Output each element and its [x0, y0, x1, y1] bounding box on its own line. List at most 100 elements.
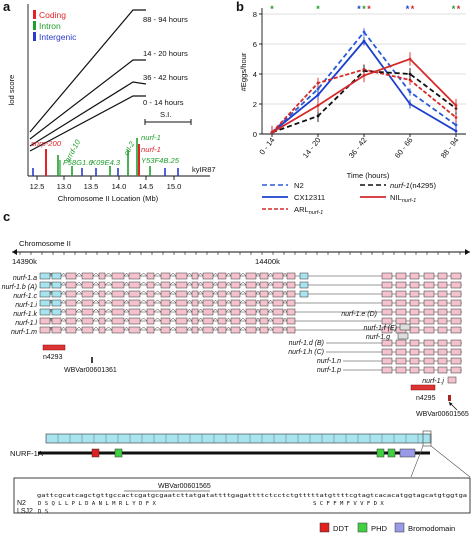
exon [51, 281, 62, 289]
exon [191, 326, 199, 334]
isoform-label-j: nurf-1.j [422, 378, 444, 385]
marker-label-k09e4-3: K09E4.3 [91, 158, 121, 167]
exon [65, 290, 77, 298]
exon [146, 272, 155, 280]
data-point [362, 74, 366, 77]
exon [286, 272, 296, 280]
exon [39, 317, 51, 325]
exon [381, 357, 393, 365]
exon [111, 290, 125, 298]
significance-star: * [270, 4, 274, 14]
exon [423, 357, 435, 365]
exon [259, 317, 269, 325]
exon [409, 290, 420, 298]
isoform-label-e: nurf-1.e (D) [341, 311, 377, 318]
exon [409, 317, 420, 325]
significance-star: * [406, 4, 410, 14]
exon [450, 366, 462, 374]
exon [395, 366, 407, 374]
exon [51, 272, 62, 280]
exon [146, 326, 155, 334]
exon [81, 290, 94, 298]
exon [175, 290, 188, 298]
exon-utr [299, 290, 309, 298]
legend-coding-label: Coding [39, 10, 66, 20]
series-label-88-94: 88 - 94 hours [143, 15, 188, 24]
exon [160, 299, 171, 307]
row-lsj2-aa: D S [38, 509, 48, 515]
chart-ylabel: #Eggs/hour [239, 52, 248, 91]
marker-label-snrp-200: snrp-200 [31, 139, 62, 148]
chart-xlabel: Time (hours) [347, 171, 390, 180]
row-n2-label: N2 [17, 500, 26, 507]
data-point [454, 116, 458, 119]
exon [245, 299, 257, 307]
isoform-label-n: nurf-1.n [317, 358, 341, 365]
exon [191, 317, 199, 325]
significance-star: * [362, 4, 366, 14]
exon [450, 317, 462, 325]
exon [381, 308, 393, 316]
exon [423, 317, 435, 325]
exon [245, 272, 257, 280]
lod-curve-0-14 [29, 95, 146, 152]
exon [381, 281, 393, 289]
exon [128, 281, 141, 289]
exon [437, 357, 448, 365]
exon [128, 317, 141, 325]
exon [202, 326, 214, 334]
coord-left: 14390k [12, 257, 37, 266]
ruler-ticks [19, 252, 461, 255]
exon [39, 290, 51, 298]
lod-curve-14-20 [29, 59, 146, 140]
a-xtick-2: 13.0 [57, 182, 72, 191]
marker-label-kyir87: kyIR87 [192, 165, 216, 174]
exon [65, 272, 77, 280]
exon [409, 366, 420, 374]
exon [437, 317, 448, 325]
exon [191, 299, 199, 307]
exon [423, 281, 435, 289]
exon [381, 348, 393, 356]
exon [272, 317, 284, 325]
significance-star: * [316, 4, 320, 14]
exon [81, 272, 94, 280]
exon-utr [299, 281, 309, 289]
exon [450, 281, 462, 289]
exon [160, 290, 171, 298]
exon [230, 299, 241, 307]
exon [65, 308, 77, 316]
protein-segments [57, 434, 431, 443]
exon [98, 272, 106, 280]
exon-utr [299, 272, 309, 280]
exon [98, 290, 106, 298]
exon [437, 290, 448, 298]
data-point [362, 30, 366, 34]
a-xtick-6: 15.0 [167, 182, 182, 191]
exon [146, 317, 155, 325]
exon [217, 299, 227, 307]
exon [175, 326, 188, 334]
exon [128, 326, 141, 334]
exon [395, 308, 407, 316]
exon [245, 326, 257, 334]
exon [450, 299, 462, 307]
data-point [316, 81, 320, 85]
x-tick-label: 88 - 94 [439, 136, 461, 160]
exon [437, 272, 448, 280]
exon [191, 281, 199, 289]
exon [217, 290, 227, 298]
legend-phd-swatch [357, 522, 368, 533]
exon [217, 281, 227, 289]
exon [409, 326, 420, 334]
exon [259, 272, 269, 280]
isoform-label-g: nurf-1.g [366, 334, 390, 341]
phd-domain-3 [387, 448, 396, 458]
isoform-label-m: nurf-1.m [11, 329, 37, 336]
exon [81, 308, 94, 316]
exon [160, 281, 171, 289]
sequence-box [13, 477, 471, 514]
isoform-label-b: nurf-1.b (A) [2, 284, 37, 291]
legend-ddt-label: DDT [333, 524, 349, 533]
exon [217, 326, 227, 334]
